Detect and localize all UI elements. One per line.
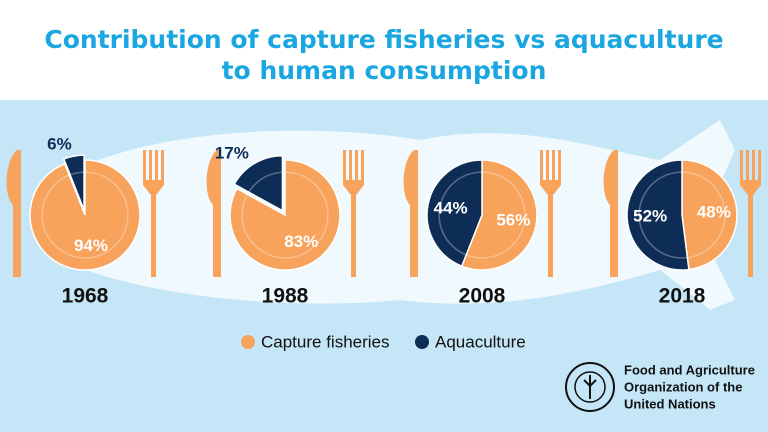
value-label: 44% (434, 199, 468, 218)
logo-inner (574, 371, 606, 403)
legend-swatch (241, 335, 255, 349)
value-label: 83% (284, 232, 318, 251)
pie-slice (460, 159, 538, 271)
plate-rim (41, 171, 129, 259)
fork (143, 150, 164, 277)
year-label: 2018 (659, 285, 706, 308)
fork (540, 150, 561, 277)
logo-wheat (583, 375, 597, 399)
year-label: 1988 (262, 285, 309, 308)
knife (603, 150, 618, 277)
value-label: 6% (47, 135, 72, 154)
legend-swatch (415, 335, 429, 349)
title-line: Contribution of capture fisheries vs aqu… (44, 25, 723, 54)
pie-slice (62, 154, 85, 211)
pie-slice (233, 154, 284, 212)
legend-label: Aquaculture (435, 332, 526, 351)
waves (0, 0, 768, 100)
charts: 94% 6% 1968 83% 17% 1988 56% 44% 2008 48% 52% 2018 (6, 135, 761, 308)
year-label: 2008 (459, 285, 506, 308)
pie-slice (681, 159, 738, 271)
org-line: Food and Agriculture (624, 362, 755, 377)
value-label: 48% (697, 202, 731, 221)
legend-label: Capture fisheries (261, 332, 390, 351)
value-label: 56% (496, 210, 530, 229)
pie-slice (229, 159, 341, 271)
year-label: 1968 (62, 285, 109, 308)
fork (343, 150, 364, 277)
org-line: United Nations (624, 396, 716, 411)
value-label: 17% (215, 143, 249, 162)
pie-slice (29, 159, 141, 271)
knife (403, 150, 418, 277)
fao-logo (565, 362, 615, 412)
title-line: to human consumption (222, 56, 547, 85)
org-line: Organization of the (624, 379, 742, 394)
value-label: 94% (74, 236, 108, 255)
knife (206, 150, 221, 277)
fork (740, 150, 761, 277)
knife (6, 150, 21, 277)
logo-ring (565, 362, 615, 412)
value-label: 52% (633, 206, 667, 225)
plate-rim (438, 171, 526, 259)
plate-rim (241, 171, 329, 259)
pie-slice (426, 159, 483, 268)
pie-slice (626, 159, 690, 271)
plate-rim (638, 171, 726, 259)
